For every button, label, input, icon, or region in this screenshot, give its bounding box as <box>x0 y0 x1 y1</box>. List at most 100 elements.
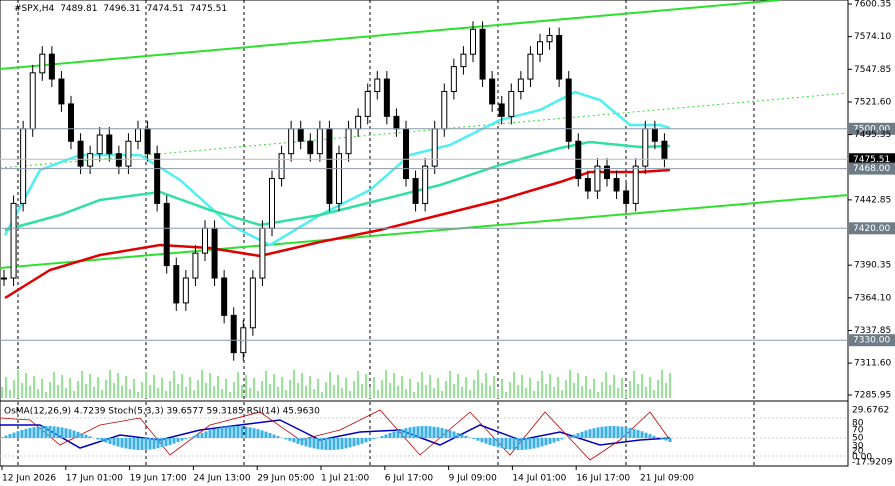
osma-bar <box>168 438 172 445</box>
candle <box>259 227 266 279</box>
candle <box>154 153 161 204</box>
osma-bar <box>416 426 420 438</box>
time-label: 9 Jul 09:00 <box>449 474 498 484</box>
osma-bar <box>248 427 252 438</box>
candle <box>288 128 295 155</box>
osma-bar <box>668 438 672 443</box>
osma-bar <box>536 438 540 448</box>
osma-bar <box>364 438 368 443</box>
candle <box>632 165 639 204</box>
candle <box>29 72 36 130</box>
osma-bar <box>528 438 532 450</box>
osma-bar <box>388 432 392 438</box>
osma-bar <box>320 438 324 450</box>
osma-bar <box>52 426 56 438</box>
candle <box>297 128 304 142</box>
osma-bar <box>216 428 220 438</box>
indicator-axis-label: 30 <box>852 442 864 452</box>
time-label: 19 Jun 17:00 <box>130 474 187 484</box>
osma-bar <box>472 438 476 440</box>
osma-bar <box>56 426 60 438</box>
osma-bar <box>500 438 504 449</box>
osma-bar <box>276 436 280 438</box>
candle <box>537 41 543 55</box>
candle <box>221 277 228 316</box>
time-label: 21 Jul 09:00 <box>640 474 694 484</box>
osma-bar <box>552 438 556 443</box>
candle <box>345 128 352 155</box>
osma-bar <box>180 438 184 441</box>
price-label: 7574.10 <box>854 32 891 42</box>
candle <box>211 227 218 279</box>
osma-bar <box>140 438 144 450</box>
candle <box>565 78 572 142</box>
candle <box>584 178 591 192</box>
time-label: 29 Jun 05:00 <box>257 474 314 484</box>
candle <box>431 128 438 167</box>
osma-bar <box>72 430 76 438</box>
osma-bar <box>232 426 236 438</box>
osma-bar <box>632 428 636 438</box>
osma-bar <box>24 428 28 438</box>
osma-bar <box>300 438 304 446</box>
osma-bar <box>292 438 296 443</box>
osma-bar <box>104 438 108 443</box>
price-label: 7495.35 <box>854 130 891 140</box>
time-label: 17 Jun 01:00 <box>66 474 123 484</box>
osma-bar <box>336 438 340 450</box>
osma-bar <box>596 427 600 438</box>
osma-bar <box>572 434 576 438</box>
osma-bar <box>396 430 400 438</box>
osma-bar <box>580 431 584 438</box>
osma-bar <box>496 438 500 448</box>
osma-bar <box>428 426 432 438</box>
osma-bar <box>120 438 124 448</box>
osma-bar <box>272 434 276 438</box>
osma-bar <box>28 427 32 438</box>
price-label: 7547.85 <box>854 65 891 75</box>
osma-bar <box>112 438 116 446</box>
candle <box>48 53 55 80</box>
osma-bar <box>620 426 624 438</box>
osma-bar <box>516 438 520 450</box>
osma-bar <box>476 438 480 441</box>
candle <box>125 140 132 167</box>
candle <box>556 35 563 80</box>
price-label: 7521.60 <box>854 97 891 107</box>
price-label: 7390.35 <box>854 261 891 271</box>
indicator-axis-label: 50 <box>852 434 864 444</box>
level-label: 7330.00 <box>853 336 890 346</box>
osma-bar <box>164 438 168 447</box>
osma-bar <box>612 426 616 438</box>
level-tag <box>849 122 895 135</box>
candle <box>58 78 65 105</box>
osma-bar <box>636 430 640 438</box>
osma-bar <box>380 436 384 438</box>
header-symbol: #SPX,H4 <box>14 4 54 14</box>
time-label: 16 Jul 17:00 <box>576 474 630 484</box>
osma-bar <box>220 427 224 438</box>
osma-bar <box>640 431 644 438</box>
candle <box>450 66 457 92</box>
osma-bar <box>20 429 24 438</box>
price-label: 7285.95 <box>854 391 891 401</box>
osma-bar <box>208 430 212 438</box>
osma-bar <box>136 438 140 450</box>
osma-bar <box>328 438 332 450</box>
candle <box>202 227 208 254</box>
osma-bar <box>656 437 660 438</box>
osma-bar <box>348 438 352 448</box>
candle <box>393 115 400 130</box>
osma-bar <box>412 426 416 438</box>
osma-bar <box>148 438 152 450</box>
osma-bar <box>624 427 628 438</box>
osma-bar <box>4 435 8 438</box>
osma-bar <box>520 438 524 450</box>
candle <box>355 115 362 130</box>
indicator-label: OsMA(12,26,9) 4.7239 Stoch(5,3,3) 39.657… <box>4 407 320 417</box>
osma-bar <box>244 426 248 438</box>
osma-bar <box>532 438 536 449</box>
osma-bar <box>116 438 120 447</box>
osma-bar <box>128 438 132 450</box>
indicator-axis-label: 20 <box>852 447 864 457</box>
